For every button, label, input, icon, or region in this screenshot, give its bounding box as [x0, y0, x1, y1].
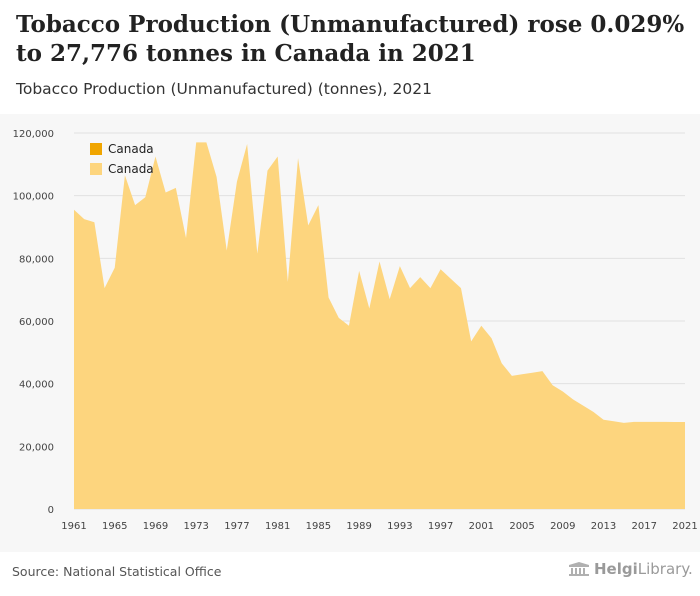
x-axis-tick-labels: 1961 1965 1969 1973 1977 1981 1985 1989 1993 1997… [61, 521, 697, 532]
y-tick-label: 60,000 [19, 317, 54, 328]
x-tick-label: 1989 [346, 521, 371, 532]
y-tick-label: 20,000 [19, 442, 54, 453]
x-tick-label: 2021 [672, 521, 697, 532]
x-tick-label: 1997 [428, 521, 453, 532]
legend-swatch [90, 143, 102, 155]
y-tick-label: 120,000 [13, 129, 54, 140]
area-chart: 020,00040,00060,00080,000100,000120,000 … [13, 129, 698, 532]
legend-label: Canada [108, 162, 154, 176]
x-tick-label: 2017 [632, 521, 657, 532]
y-tick-label: 40,000 [19, 380, 54, 391]
series-area-canada [74, 142, 685, 509]
y-tick-label: 0 [48, 505, 54, 516]
legend-label: Canada [108, 142, 154, 156]
legend-swatch [90, 163, 102, 175]
x-tick-label: 1977 [224, 521, 249, 532]
brand-name-part1: Helgi [594, 560, 638, 578]
brand-name-part2: Library. [637, 560, 693, 578]
x-tick-label: 1993 [387, 521, 412, 532]
data-area [74, 142, 685, 509]
legend: Canada Canada [90, 142, 154, 176]
helgilibrary-logo: HelgiLibrary. [568, 560, 693, 578]
x-tick-label: 2001 [469, 521, 494, 532]
x-tick-label: 1965 [102, 521, 127, 532]
y-tick-label: 100,000 [13, 192, 54, 203]
x-tick-label: 2013 [591, 521, 616, 532]
x-tick-label: 2005 [509, 521, 534, 532]
x-tick-label: 1969 [143, 521, 168, 532]
library-building-icon [569, 562, 589, 576]
x-tick-label: 1973 [183, 521, 208, 532]
page-title: Tobacco Production (Unmanufactured) rose… [16, 11, 685, 67]
chart-subtitle: Tobacco Production (Unmanufactured) (ton… [16, 80, 432, 98]
x-tick-label: 1985 [306, 521, 331, 532]
source-note: Source: National Statistical Office [12, 564, 222, 579]
y-axis-tick-labels: 0 20,000 40,000 60,000 80,000 100,000 120,000 [13, 129, 54, 516]
x-tick-label: 2009 [550, 521, 575, 532]
x-tick-label: 1981 [265, 521, 290, 532]
y-tick-label: 80,000 [19, 254, 54, 265]
x-tick-label: 1961 [61, 521, 86, 532]
